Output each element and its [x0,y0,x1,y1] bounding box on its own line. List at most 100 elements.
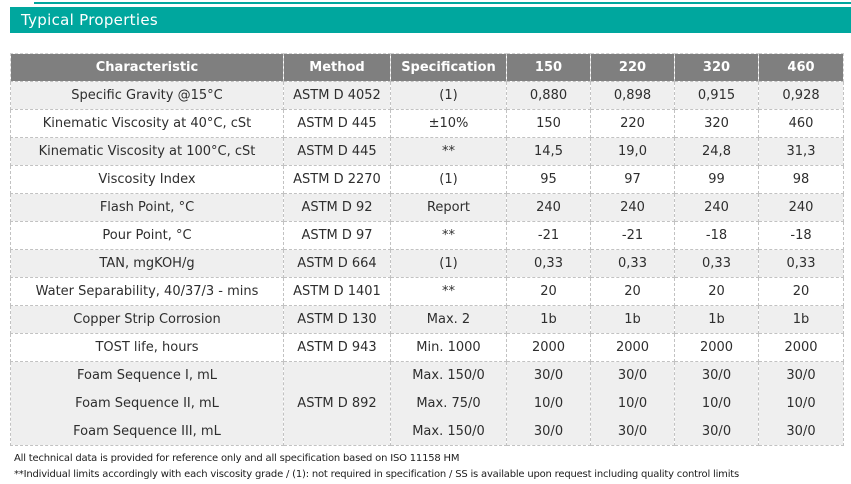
method-cell: ASTM D 445 [283,137,391,166]
value-cell-150: 150 [506,109,591,138]
value-cell-150: 1b [506,305,591,334]
table-row: Copper Strip Corrosion ASTM D 130 Max. 2 1b… [10,305,844,334]
header-cell-3: 150 [506,53,591,82]
header-cell-2: Specification [390,53,507,82]
characteristic-cell: Flash Point, °C [10,193,284,222]
value-cell-460: 20 [758,277,844,306]
value-cell-220: 0,898 [590,81,675,110]
value-cell-220-line: 30/0 [617,423,648,439]
specification-cell: Max. 150/0 Max. 75/0 Max. 150/0 [390,361,507,446]
value-cell-220: 20 [590,277,675,306]
specification-cell: Report [390,193,507,222]
typical-properties-table: Characteristic Method Specification 150 220 3… [10,53,844,446]
value-cell-460-line: 30/0 [786,368,816,384]
value-cell-460: 460 [758,109,844,138]
method-cell: ASTM D 445 [283,109,391,138]
characteristic-cell: Viscosity Index [10,165,284,194]
value-cell-320: 30/0 10/0 30/0 [674,361,759,446]
specification-cell: (1) [390,165,507,194]
specification-cell: Min. 1000 [390,333,507,362]
value-cell-320: 2000 [674,333,759,362]
header-cell-0: Characteristic [10,53,284,82]
table-row: Kinematic Viscosity at 40°C, cSt ASTM D 4… [10,109,844,138]
value-cell-150: 95 [506,165,591,194]
value-cell-460: 98 [758,165,844,194]
characteristic-cell: Kinematic Viscosity at 100°C, cSt [10,137,284,166]
method-cell: ASTM D 664 [283,249,391,278]
value-cell-150-line: 30/0 [533,423,564,439]
specification-cell: ** [390,221,507,250]
method-cell: ASTM D 4052 [283,81,391,110]
table-row: Water Separability, 40/37/3 - mins ASTM D… [10,277,844,306]
method-cell: ASTM D 92 [283,193,391,222]
value-cell-320: 240 [674,193,759,222]
characteristic-cell: TAN, mgKOH/g [10,249,284,278]
title-bar: Typical Properties [10,7,851,33]
specification-cell: ** [390,277,507,306]
table-row: Specific Gravity @15°C ASTM D 4052 (1) 0,88… [10,81,844,110]
value-cell-150-line: 10/0 [533,395,564,411]
method-cell: ASTM D 943 [283,333,391,362]
value-cell-220: -21 [590,221,675,250]
specification-cell: ±10% [390,109,507,138]
value-cell-220: 19,0 [590,137,675,166]
value-cell-150-line: 30/0 [533,368,564,384]
value-cell-320-line: 10/0 [701,395,732,411]
method-cell: ASTM D 97 [283,221,391,250]
value-cell-460: 0,928 [758,81,844,110]
characteristic-cell: Kinematic Viscosity at 40°C, cSt [10,109,284,138]
value-cell-220: 2000 [590,333,675,362]
value-cell-220: 240 [590,193,675,222]
value-cell-220: 30/0 10/0 30/0 [590,361,675,446]
specification-cell-line: Max. 75/0 [416,395,481,411]
method-cell: ASTM D 892 [283,361,391,446]
value-cell-150: 14,5 [506,137,591,166]
value-cell-320-line: 30/0 [701,368,732,384]
characteristic-cell: Water Separability, 40/37/3 - mins [10,277,284,306]
characteristic-cell: Foam Sequence I, mL Foam Sequence II, mL F… [10,361,284,446]
method-cell: ASTM D 1401 [283,277,391,306]
value-cell-460: 1b [758,305,844,334]
value-cell-150: -21 [506,221,591,250]
specification-cell-line: Max. 150/0 [412,423,485,439]
value-cell-150: 2000 [506,333,591,362]
table-row: Flash Point, °C ASTM D 92 Report 240 240 240 2… [10,193,844,222]
value-cell-320: 99 [674,165,759,194]
characteristic-cell-line: Foam Sequence I, mL [77,368,217,384]
table-row: Viscosity Index ASTM D 2270 (1) 95 97 99 98 [10,165,844,194]
method-cell: ASTM D 2270 [283,165,391,194]
characteristic-cell: Copper Strip Corrosion [10,305,284,334]
value-cell-320: 24,8 [674,137,759,166]
footnote-line-2: **Individual limits accordingly with eac… [14,469,740,480]
value-cell-460: 31,3 [758,137,844,166]
characteristic-cell-line: Foam Sequence II, mL [75,395,219,411]
value-cell-320-line: 30/0 [701,423,732,439]
header-cell-1: Method [283,53,391,82]
top-accent-line [34,2,851,4]
value-cell-460: -18 [758,221,844,250]
value-cell-220: 220 [590,109,675,138]
specification-cell-line: Max. 150/0 [412,368,485,384]
value-cell-460-line: 10/0 [786,395,816,411]
header-cell-6: 460 [758,53,844,82]
value-cell-220-line: 10/0 [617,395,648,411]
value-cell-320: -18 [674,221,759,250]
value-cell-460: 2000 [758,333,844,362]
value-cell-320: 1b [674,305,759,334]
header-cell-4: 220 [590,53,675,82]
specification-cell: Max. 2 [390,305,507,334]
specification-cell: (1) [390,249,507,278]
table-row: TOST life, hours ASTM D 943 Min. 1000 2000 2… [10,333,844,362]
specification-cell: ** [390,137,507,166]
footnotes: All technical data is provided for refer… [14,451,847,483]
value-cell-320: 20 [674,277,759,306]
value-cell-460: 0,33 [758,249,844,278]
value-cell-220: 97 [590,165,675,194]
value-cell-460: 30/0 10/0 30/0 [758,361,844,446]
value-cell-460: 240 [758,193,844,222]
characteristic-cell: Pour Point, °C [10,221,284,250]
value-cell-150: 0,880 [506,81,591,110]
table-row: Pour Point, °C ASTM D 97 ** -21 -21 -18 -18 [10,221,844,250]
specification-cell: (1) [390,81,507,110]
